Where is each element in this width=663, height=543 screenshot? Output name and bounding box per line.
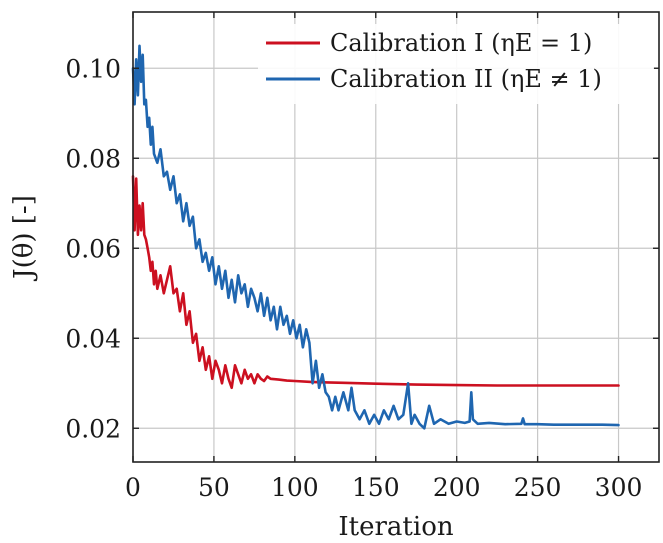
- x-tick-label: 250: [514, 473, 562, 502]
- y-axis-label: J(θ) [-]: [9, 195, 39, 282]
- plot-frame: [132, 11, 660, 463]
- legend: Calibration I (ηE = 1) Calibration II (η…: [258, 24, 654, 104]
- x-tick-label: 300: [595, 473, 643, 502]
- y-tick-labels: 0.02 0.04 0.06 0.08 0.10: [65, 54, 121, 443]
- legend-box: [258, 24, 654, 104]
- x-axis-label: Iteration: [338, 512, 453, 542]
- y-tick-label: 0.04: [65, 324, 121, 353]
- x-tick-label: 150: [352, 473, 400, 502]
- x-tick-labels: 0 50 100 150 200 250 300: [125, 473, 642, 502]
- y-tick-label: 0.06: [65, 234, 121, 263]
- x-tick-label: 0: [125, 473, 141, 502]
- x-tick-label: 50: [198, 473, 230, 502]
- x-tick-label: 200: [433, 473, 481, 502]
- y-tick-label: 0.10: [65, 54, 121, 83]
- series-line-calibration-2: [131, 44, 620, 430]
- legend-label-calibration-1: Calibration I (ηE = 1): [330, 29, 592, 57]
- legend-label-calibration-2: Calibration II (ηE ≠ 1): [330, 65, 602, 93]
- tick-marks: [132, 12, 659, 462]
- x-tick-label: 100: [271, 473, 319, 502]
- y-tick-label: 0.02: [65, 414, 121, 443]
- series-layer: [131, 44, 620, 430]
- series-line-calibration-1: [131, 175, 620, 390]
- y-tick-label: 0.08: [65, 144, 121, 173]
